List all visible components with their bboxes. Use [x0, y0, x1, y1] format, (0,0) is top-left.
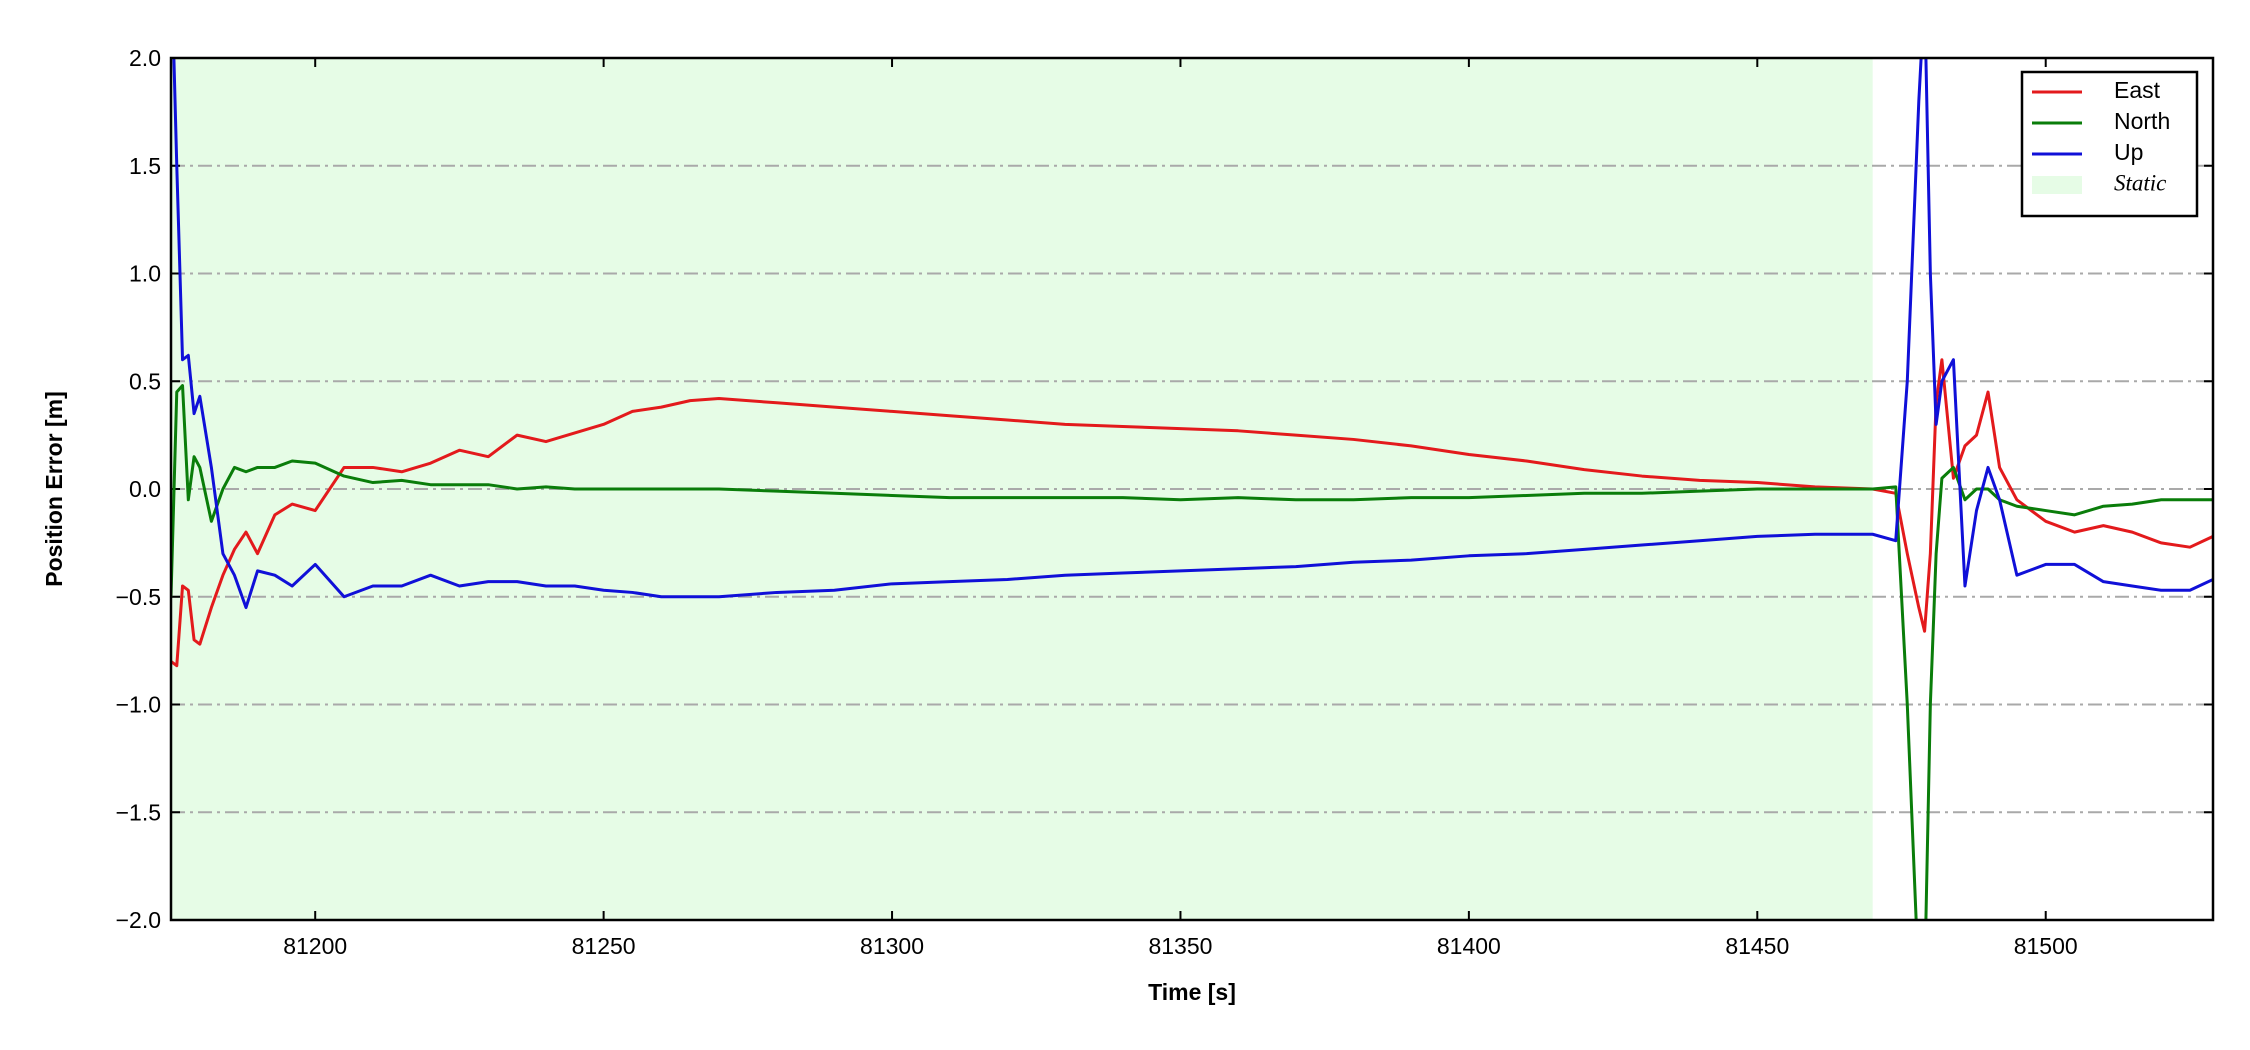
x-tick-label: 81400: [1437, 933, 1501, 959]
y-tick-label: −1.5: [116, 799, 161, 825]
legend-swatch: [2032, 176, 2082, 194]
x-axis-label: Time [s]: [1148, 979, 1236, 1005]
x-tick-label: 81200: [283, 933, 347, 959]
x-tick-label: 81350: [1148, 933, 1212, 959]
legend-label: Static: [2114, 170, 2166, 195]
y-tick-label: −2.0: [116, 907, 161, 933]
x-tick-label: 81250: [572, 933, 636, 959]
y-tick-label: 0.5: [129, 368, 161, 394]
x-tick-label: 81300: [860, 933, 924, 959]
y-tick-label: 1.5: [129, 153, 161, 179]
series-line: [172, 58, 2213, 610]
x-tick-label: 81500: [2014, 933, 2078, 959]
y-tick-label: 1.0: [129, 261, 161, 287]
y-tick-label: −0.5: [116, 584, 161, 610]
legend-label: East: [2114, 77, 2161, 103]
legend-label: Up: [2114, 139, 2143, 165]
series-line: [171, 358, 2213, 668]
y-axis-label: Position Error [m]: [41, 391, 67, 587]
plot-lines: [171, 58, 2213, 920]
y-tick-label: −1.0: [116, 692, 161, 718]
y-tick-label: 2.0: [129, 45, 161, 71]
x-tick-label: 81450: [1725, 933, 1789, 959]
legend-box: [2020, 70, 2199, 218]
plot-frame: [169, 56, 2215, 922]
series-line: [171, 384, 2213, 920]
legend-label: North: [2114, 108, 2170, 134]
y-tick-label: 0.0: [129, 476, 161, 502]
